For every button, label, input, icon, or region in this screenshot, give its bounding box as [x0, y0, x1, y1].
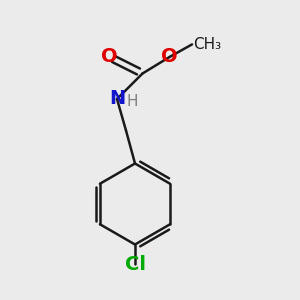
Text: O: O [101, 47, 118, 67]
Text: H: H [127, 94, 138, 110]
Text: CH₃: CH₃ [194, 37, 222, 52]
Text: O: O [161, 47, 178, 67]
Text: Cl: Cl [124, 254, 146, 274]
Text: N: N [109, 89, 125, 109]
